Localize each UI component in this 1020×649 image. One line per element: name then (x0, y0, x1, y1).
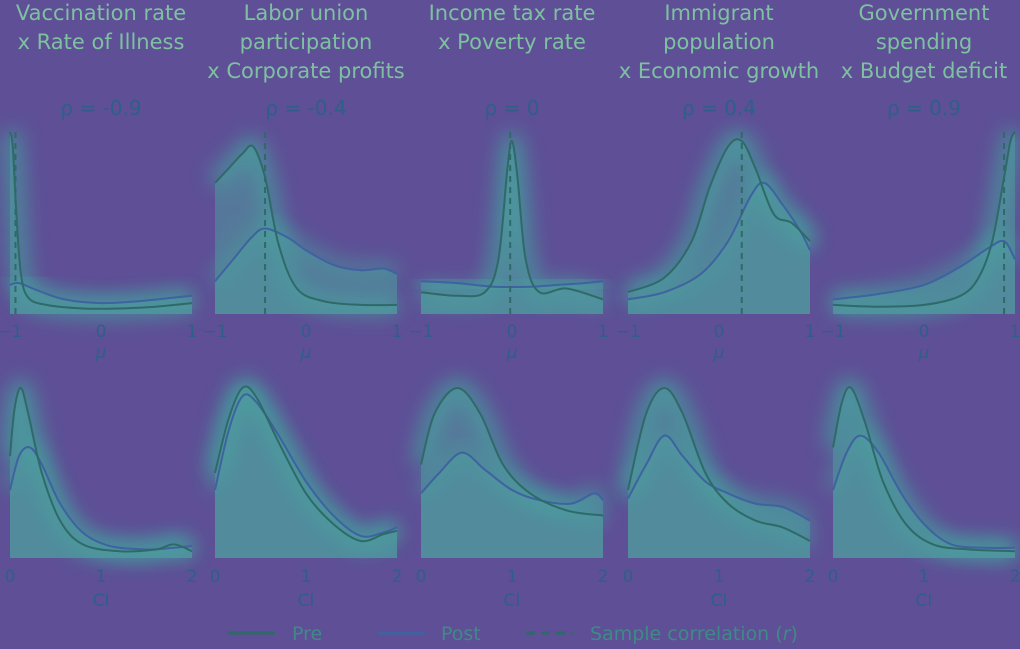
panel-2-title-line-1: x Poverty rate (438, 30, 586, 54)
panel-1-ci-post-line (214, 393, 398, 538)
panel-0-ci-tick-2: 2 (187, 567, 198, 587)
panel-1-ci-tick-2: 2 (392, 567, 403, 587)
panel-4-title-line-2: x Budget deficit (841, 59, 1007, 83)
panel-4-ci-tick-2: 2 (1010, 567, 1020, 587)
panel-4-mu-pre-line (832, 131, 1016, 308)
panel-0-rho-label: ρ = -0.9 (60, 96, 141, 120)
panel-0-ci-axis-label: CI (93, 591, 110, 611)
legend-label-0: Pre (292, 623, 322, 645)
panel-3-mu-tick-1: 0 (714, 322, 725, 342)
panel-2-ci-tick-1: 1 (507, 567, 518, 587)
panel-4-ci-pre-line (832, 386, 1016, 553)
panel-1-rho-label: ρ = -0.4 (265, 96, 346, 120)
panel-4-mu-post-line (832, 239, 1016, 301)
panel-0-title-line-1: x Rate of Illness (18, 30, 185, 54)
panel-2-ci-tick-2: 2 (598, 567, 609, 587)
panel-4-ci-pre-area (833, 387, 1015, 558)
panel-3-rho-label: ρ = 0.4 (682, 96, 756, 120)
panel-3-ci-post-line (627, 434, 811, 522)
panel-4-ci-post-line (832, 434, 1016, 550)
panel-1-mu-axis-label: μ (300, 343, 312, 363)
panel-3-mu-tick-0: −1 (615, 322, 640, 342)
panel-3-mu-pre-line (627, 138, 811, 294)
panel-3-ci-pre-area (628, 388, 810, 558)
panel-1-ci-pre-area (215, 386, 397, 558)
panel-4-title-line-1: spending (876, 30, 972, 54)
panel-4-mu-tick-2: 1 (1010, 322, 1020, 342)
panel-1-mu-tick-0: −1 (202, 322, 227, 342)
panel-3-ci-axis-label: CI (711, 591, 728, 611)
panel-4-ci-tick-1: 1 (919, 567, 930, 587)
panel-4-mu-pre-area (833, 132, 1015, 314)
panel-1-mu-tick-1: 0 (301, 322, 312, 342)
panel-3-title-line-1: population (663, 30, 775, 54)
panel-1-mu-pre-line (214, 144, 398, 307)
panel-3-ci-pre-line (627, 386, 811, 542)
legend-label-2: Sample correlation (r) (590, 623, 798, 645)
panel-0-mu-tick-2: 1 (187, 322, 198, 342)
panel-3-mu-axis-label: μ (713, 343, 725, 363)
panel-2-ci-axis-label: CI (504, 591, 521, 611)
panel-1-ci-tick-1: 1 (301, 567, 312, 587)
panel-3-title-line-0: Immigrant (664, 1, 773, 25)
panel-4-ci-tick-0: 0 (828, 567, 839, 587)
panel-1-title-line-1: participation (240, 30, 373, 54)
panel-1-mu-pre-area (215, 145, 397, 314)
panel-4-rho-label: ρ = 0.9 (887, 96, 961, 120)
panel-4-mu-tick-0: −1 (820, 322, 845, 342)
panel-0-ci-pre-line (9, 387, 193, 553)
panel-0-mu-pre-line (9, 131, 193, 310)
panel-0-title-line-0: Vaccination rate (16, 1, 186, 25)
panel-0-ci-pre-area (10, 387, 192, 558)
panel-2-mu-pre-line (420, 140, 604, 301)
panel-1-title-line-0: Labor union (244, 1, 369, 25)
panel-2-mu-axis-label: μ (506, 343, 518, 363)
panels: Vaccination rate x Rate of Illness ρ = -0.… (0, 1, 1020, 611)
panel-3-ci-tick-2: 2 (805, 567, 816, 587)
panel-2-mu-pre-area (421, 140, 603, 314)
panel-1-mu-post-line (214, 227, 398, 282)
panel-4-mu-tick-1: 0 (919, 322, 930, 342)
panel-4-ci-axis-label: CI (916, 591, 933, 611)
panel-1-title-line-2: x Corporate profits (207, 59, 405, 83)
panel-0-mu-axis-label: μ (95, 343, 107, 363)
panel-2-rho-label: ρ = 0 (485, 96, 540, 120)
panel-3-title-line-2: x Economic growth (619, 59, 820, 83)
panel-2-ci-pre-area (421, 388, 603, 558)
panel-2-ci-pre-line (420, 386, 604, 517)
panel-1-ci-axis-label: CI (298, 591, 315, 611)
panel-1-mu-tick-2: 1 (392, 322, 403, 342)
legend: Pre Post Sample correlation (r) (228, 623, 798, 645)
panel-4-mu-axis-label: μ (918, 343, 930, 363)
panel-3-mu-tick-2: 1 (805, 322, 816, 342)
panel-1-ci-pre-line (214, 385, 398, 543)
panel-0-mu-tick-0: −1 (0, 322, 23, 342)
legend-label-1: Post (441, 623, 481, 645)
panel-2-ci-tick-0: 0 (416, 567, 427, 587)
panel-3-ci-tick-0: 0 (623, 567, 634, 587)
panel-2-title-line-0: Income tax rate (429, 1, 596, 25)
panel-2-mu-post-line (420, 280, 604, 289)
panel-2-ci-post-line (420, 451, 604, 505)
panel-3-ci-tick-1: 1 (714, 567, 725, 587)
panel-2-mu-tick-2: 1 (598, 322, 609, 342)
panel-2-mu-tick-0: −1 (408, 322, 433, 342)
panel-1-ci-tick-0: 0 (210, 567, 221, 587)
panel-0-mu-post-line (9, 281, 193, 305)
panel-0-ci-tick-1: 1 (96, 567, 107, 587)
panel-0-ci-tick-0: 0 (5, 567, 16, 587)
panel-4-title-line-0: Government (859, 1, 990, 25)
panel-0-mu-tick-1: 0 (96, 322, 107, 342)
panel-3-mu-post-line (627, 181, 811, 301)
panel-2-mu-tick-1: 0 (507, 322, 518, 342)
